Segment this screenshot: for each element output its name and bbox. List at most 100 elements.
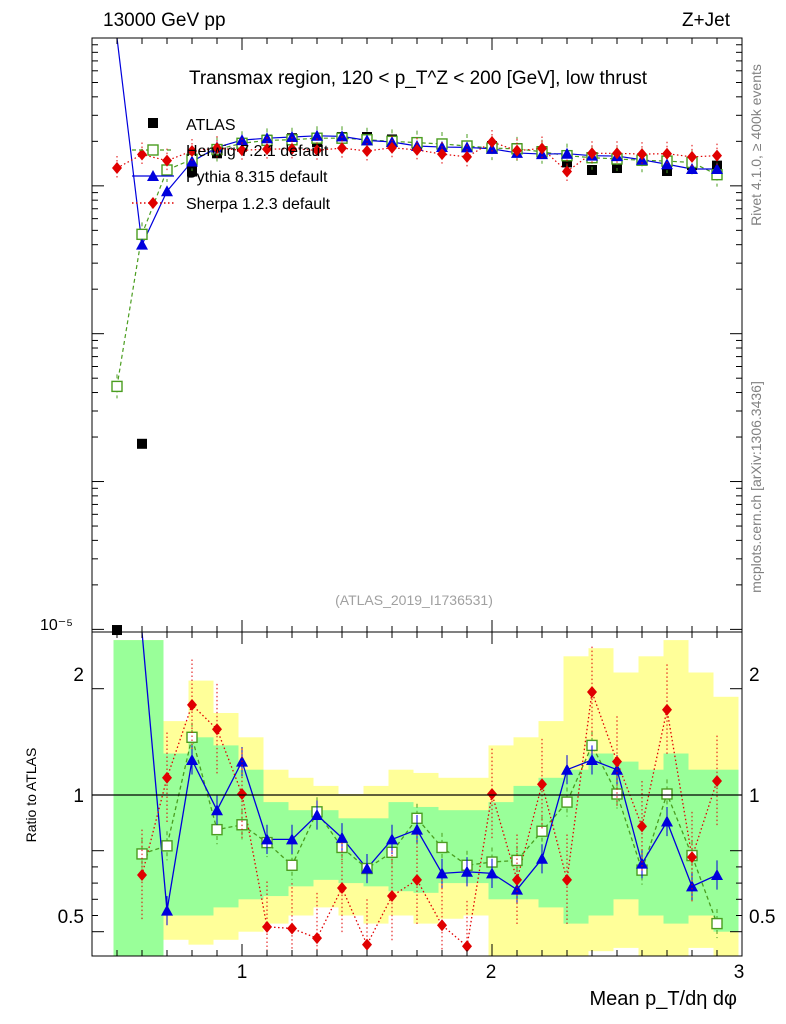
main-point-pythia-24: [711, 162, 723, 174]
x-tick-label-1: 1: [237, 962, 248, 983]
ratio-point-herwig-18: [561, 796, 573, 808]
main-point-pythia-2: [161, 185, 173, 197]
legend-herwig-marker: [147, 144, 159, 156]
ratio-point-pythia-3: [186, 753, 198, 765]
ratio-point-pythia-16: [511, 883, 523, 895]
ratio-point-pythia-18: [561, 763, 573, 775]
main-point-sherpa-15: [487, 135, 497, 148]
main-point-sherpa-21: [637, 148, 647, 161]
ratio-point-pythia-10: [361, 862, 373, 874]
ratio-point-sherpa-8: [312, 932, 322, 945]
y-tick-label-1e-5: 10⁻⁵: [40, 617, 73, 634]
main-point-pythia-14: [461, 141, 473, 153]
process-label: Z+Jet: [681, 10, 730, 31]
legend-pythia-marker: [147, 170, 159, 181]
ratio-point-sherpa-23: [687, 851, 697, 864]
ratio-y-tick-2-left: 2: [73, 665, 84, 686]
main-point-sherpa-19: [587, 147, 597, 160]
ratio-point-sherpa-7: [287, 922, 297, 935]
ratio-point-sherpa-4: [212, 723, 222, 736]
ratio-band-green-19: [588, 753, 614, 916]
mcplots-source-label: mcplots.cern.ch [arXiv:1306.3436]: [748, 381, 764, 593]
ratio-point-pythia-11: [386, 833, 398, 845]
main-point-sherpa-1: [137, 148, 147, 161]
ratio-band-green-15: [488, 802, 514, 900]
ratio-point-sherpa-5: [237, 788, 247, 800]
main-point-pythia-7: [286, 130, 298, 142]
ratio-y-tick-1-right: 1: [749, 786, 760, 807]
main-point-sherpa-16: [512, 144, 522, 157]
ratio-point-pythia-22: [661, 815, 673, 827]
main-point-pythia-22: [661, 158, 673, 170]
main-point-sherpa-5: [237, 144, 247, 157]
ratio-point-herwig-7: [286, 859, 298, 871]
ratio-point-sherpa-6: [262, 920, 272, 933]
ratio-point-sherpa-1: [137, 869, 147, 881]
ratio-point-sherpa-19: [587, 685, 597, 698]
main-point-sherpa-11: [387, 141, 397, 154]
ratio-band-green-1: [138, 640, 164, 956]
main-point-sherpa-10: [362, 145, 372, 158]
ratio-band-green-22: [663, 753, 689, 924]
ratio-band-green-3: [188, 737, 214, 916]
ratio-point-pythia-17: [536, 852, 548, 864]
ratio-point-sherpa-24: [712, 775, 722, 788]
analysis-watermark: (ATLAS_2019_I1736531): [335, 592, 493, 608]
ratio-point-sherpa-10: [362, 938, 372, 951]
main-point-sherpa-0: [112, 162, 122, 175]
ratio-point-sherpa-2: [162, 771, 172, 784]
ratio-point-pythia-24: [711, 869, 723, 880]
ratio-y-tick-0.5-left: 0.5: [58, 907, 84, 928]
main-point-sherpa-13: [437, 148, 447, 161]
ratio-point-sherpa-18: [562, 873, 572, 886]
plot-title-text: Transmax region, 120 < p_T^Z < 200 [GeV]…: [189, 68, 648, 89]
ratio-point-herwig-2: [161, 840, 173, 852]
ratio-band-green-10: [363, 818, 389, 887]
ratio-point-herwig-13: [436, 841, 448, 854]
plot-title: Transmax region, 120 < p_T^Z < 200 [GeV]…: [189, 68, 648, 89]
ratio-point-sherpa-12: [412, 873, 422, 886]
main-point-atlas-3: [187, 166, 197, 177]
ratio-point-herwig-17: [536, 825, 548, 837]
main-point-pythia-1: [136, 238, 148, 250]
ratio-point-sherpa-11: [387, 890, 397, 903]
ratio-point-herwig-22: [661, 788, 673, 800]
ratio-point-pythia-9: [336, 831, 348, 843]
ratio-point-pythia-19: [586, 753, 598, 765]
main-point-sherpa-8: [312, 144, 322, 157]
ratio-line-pythia: [141, 631, 718, 911]
ratio-point-pythia-15: [486, 867, 498, 879]
ratio-point-pythia-8: [311, 809, 323, 821]
main-point-pythia-9: [336, 130, 348, 142]
main-point-atlas-18: [562, 157, 572, 168]
main-point-sherpa-14: [462, 150, 472, 163]
main-point-sherpa-20: [612, 147, 622, 160]
ratio-point-sherpa-17: [537, 778, 547, 791]
x-tick-label-3: 3: [734, 962, 745, 983]
ratio-point-pythia-2: [161, 904, 173, 916]
legend-herwig-label: Herwig 7.2.1 default: [186, 143, 329, 160]
ratio-point-pythia-7: [286, 833, 298, 845]
ratio-point-sherpa-22: [662, 703, 672, 716]
ratio-panel-marks: [136, 631, 723, 956]
rivet-version-label: Rivet 4.1.0, ≥ 400k events: [748, 64, 764, 226]
main-panel-marks: [111, 37, 723, 636]
ratio-point-sherpa-13: [437, 919, 447, 932]
main-point-atlas-19: [587, 164, 597, 175]
ratio-point-sherpa-15: [487, 788, 497, 800]
legend: ATLAS Herwig 7.2.1 default Pythia 8.315 …: [132, 117, 331, 213]
ratio-point-pythia-23: [686, 880, 698, 892]
axis-ticks: [91, 38, 743, 956]
ratio-point-sherpa-20: [612, 755, 622, 768]
main-point-sherpa-12: [412, 143, 422, 156]
ratio-point-pythia-4: [211, 804, 223, 816]
main-point-sherpa-23: [687, 150, 697, 163]
legend-sherpa-label: Sherpa 1.2.3 default: [186, 196, 331, 213]
main-point-sherpa-2: [162, 154, 172, 167]
main-point-pythia-8: [311, 129, 323, 141]
energy-label: 13000 GeV pp: [103, 10, 226, 31]
legend-pythia-label: Pythia 8.315 default: [186, 169, 328, 186]
ratio-point-herwig-4: [211, 823, 223, 836]
main-point-sherpa-24: [712, 149, 722, 162]
